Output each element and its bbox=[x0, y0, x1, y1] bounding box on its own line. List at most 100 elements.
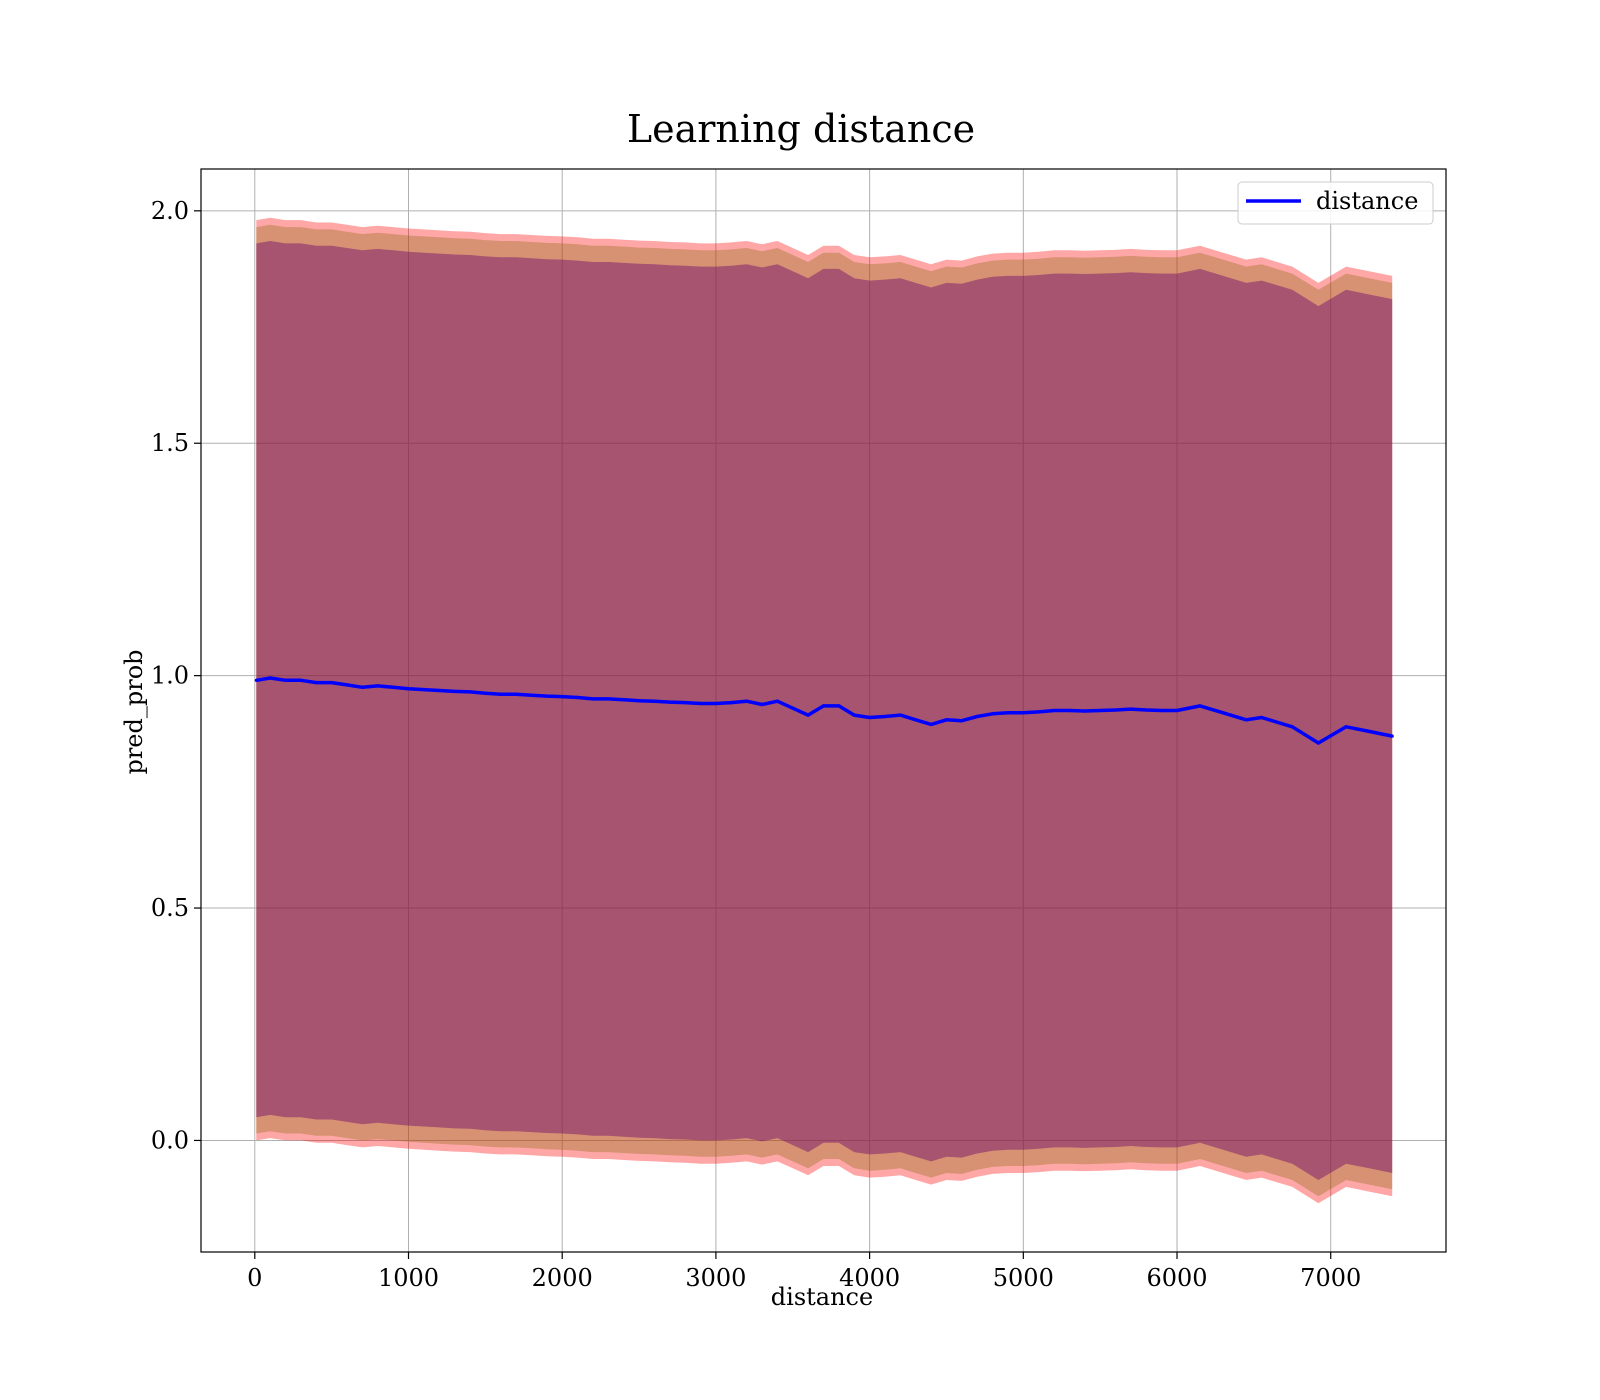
data-point bbox=[714, 701, 718, 706]
legend-label-distance: distance bbox=[1316, 187, 1418, 215]
data-point bbox=[1037, 710, 1041, 714]
data-point bbox=[698, 701, 703, 706]
data-point bbox=[345, 683, 349, 687]
data-point bbox=[929, 722, 933, 727]
y-tick-label: 2.0 bbox=[151, 197, 189, 225]
data-point bbox=[622, 698, 626, 702]
data-point bbox=[760, 702, 764, 707]
data-point bbox=[330, 681, 334, 685]
data-point bbox=[1083, 709, 1087, 713]
data-point bbox=[1221, 711, 1225, 715]
data-point bbox=[468, 690, 472, 694]
data-point bbox=[683, 701, 687, 705]
data-point bbox=[314, 681, 318, 685]
x-tick-label: 3000 bbox=[685, 1264, 746, 1292]
data-point bbox=[499, 692, 503, 696]
data-point bbox=[775, 699, 780, 703]
plot-area bbox=[200, 168, 1447, 1253]
legend-box bbox=[1237, 181, 1434, 225]
data-point bbox=[791, 706, 795, 710]
data-point bbox=[254, 678, 258, 682]
data-point bbox=[821, 704, 826, 708]
band-outer bbox=[256, 217, 1393, 1204]
data-point bbox=[914, 718, 918, 722]
data-point bbox=[1260, 715, 1264, 720]
data-point bbox=[868, 715, 872, 720]
x-tick-label: 0 bbox=[247, 1264, 262, 1292]
data-point bbox=[1244, 718, 1248, 722]
data-point bbox=[852, 713, 856, 717]
data-point bbox=[898, 713, 903, 717]
band-middle bbox=[256, 224, 1393, 1197]
data-point bbox=[637, 699, 641, 703]
data-point bbox=[837, 704, 841, 708]
data-point bbox=[591, 697, 595, 701]
data-point bbox=[960, 719, 964, 723]
legend: distance bbox=[1237, 181, 1434, 225]
data-point bbox=[1198, 704, 1202, 708]
data-point bbox=[944, 718, 949, 722]
y-tick-label: 1.0 bbox=[151, 662, 189, 690]
data-point bbox=[668, 700, 672, 704]
data-point bbox=[1067, 708, 1071, 713]
data-point bbox=[268, 676, 272, 680]
data-point bbox=[883, 714, 887, 719]
data-point bbox=[1052, 708, 1056, 713]
data-point bbox=[360, 685, 364, 689]
data-point bbox=[453, 689, 457, 694]
data-point bbox=[1006, 711, 1010, 715]
data-point bbox=[1290, 725, 1294, 729]
data-point bbox=[545, 694, 549, 698]
data-point bbox=[1021, 711, 1025, 715]
data-point bbox=[514, 692, 518, 696]
data-point bbox=[652, 699, 657, 703]
confidence-bands bbox=[256, 217, 1393, 1204]
chart-title: Learning distance bbox=[627, 107, 975, 151]
data-point bbox=[437, 688, 441, 693]
data-point bbox=[529, 693, 534, 697]
x-axis-label: distance bbox=[771, 1283, 873, 1311]
data-point bbox=[299, 678, 303, 682]
x-tick-label: 7000 bbox=[1300, 1264, 1361, 1292]
data-point bbox=[422, 688, 426, 692]
x-tick-label: 4000 bbox=[839, 1264, 900, 1292]
band-inner bbox=[256, 241, 1393, 1180]
x-axis-ticks: 0 1000 2000 3000 4000 5000 6000 7000 bbox=[247, 1252, 1361, 1292]
plot-frame bbox=[200, 168, 1447, 1253]
x-tick-label: 1000 bbox=[378, 1264, 439, 1292]
data-point bbox=[376, 684, 380, 688]
data-point bbox=[1316, 741, 1320, 745]
data-point bbox=[1390, 734, 1394, 738]
data-point bbox=[1160, 708, 1164, 713]
data-point bbox=[806, 713, 810, 717]
y-axis-ticks: 0.0 0.5 1.0 1.5 2.0 bbox=[151, 197, 201, 1154]
data-point bbox=[729, 701, 733, 705]
y-tick-label: 0.0 bbox=[151, 1126, 189, 1154]
y-axis-label: pred_prob bbox=[120, 649, 148, 774]
x-tick-label: 2000 bbox=[532, 1264, 593, 1292]
data-point bbox=[391, 685, 395, 689]
data-point bbox=[991, 712, 995, 716]
data-point bbox=[975, 714, 979, 719]
series-lines bbox=[254, 676, 1394, 745]
data-point bbox=[283, 678, 288, 682]
x-tick-label: 5000 bbox=[993, 1264, 1054, 1292]
data-point bbox=[1098, 708, 1102, 713]
data-point bbox=[576, 695, 580, 700]
data-point bbox=[406, 687, 411, 691]
data-point bbox=[1367, 729, 1371, 734]
y-tick-label: 0.5 bbox=[151, 894, 189, 922]
data-point bbox=[483, 691, 487, 695]
data-point bbox=[1129, 707, 1133, 711]
x-tick-label: 6000 bbox=[1146, 1264, 1207, 1292]
data-point bbox=[1344, 725, 1348, 729]
y-tick-label: 1.5 bbox=[151, 429, 189, 457]
data-point bbox=[560, 695, 564, 699]
data-point bbox=[1113, 708, 1118, 712]
series-line-distance bbox=[256, 676, 1393, 745]
data-point bbox=[606, 697, 610, 701]
data-point bbox=[745, 699, 749, 703]
data-point bbox=[1175, 708, 1179, 713]
